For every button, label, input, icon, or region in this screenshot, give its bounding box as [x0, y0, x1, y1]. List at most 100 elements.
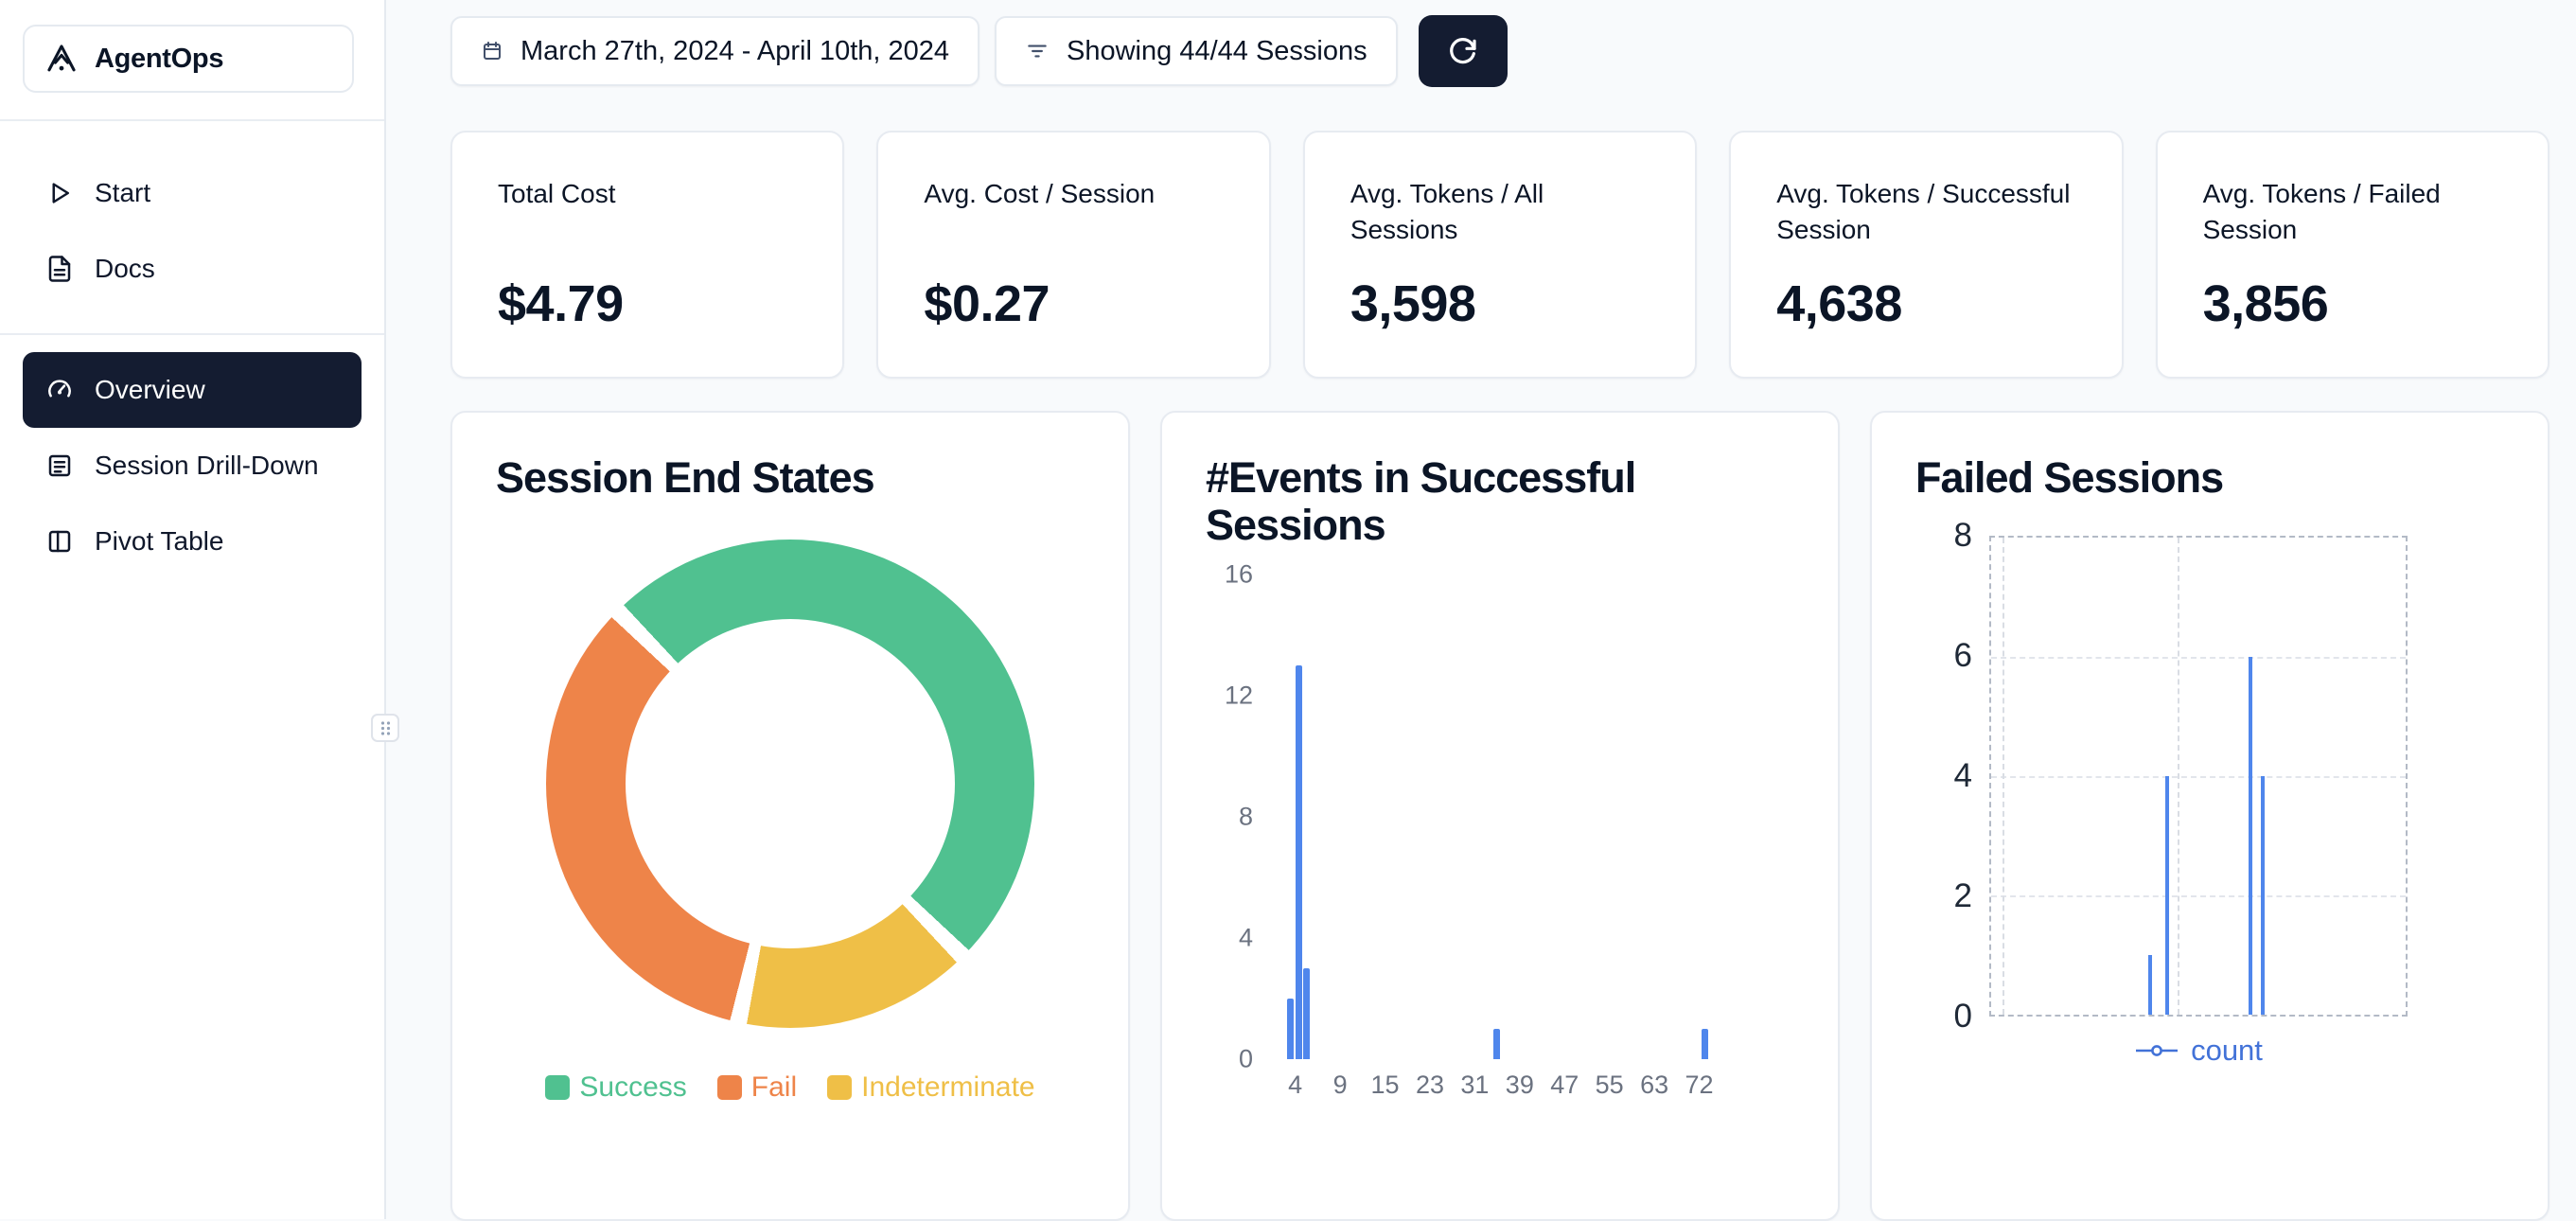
- date-range-label: March 27th, 2024 - April 10th, 2024: [520, 35, 950, 66]
- y-tick-label: 2: [1953, 877, 1972, 915]
- y-tick-label: 0: [1238, 1044, 1253, 1073]
- legend-swatch: [827, 1075, 853, 1101]
- histogram-bar: [1287, 998, 1295, 1059]
- x-tick-label: 63: [1640, 1070, 1669, 1099]
- pivot-icon: [45, 527, 74, 556]
- legend-label: Fail: [750, 1071, 798, 1104]
- sidebar-item-session-drilldown[interactable]: Session Drill-Down: [23, 428, 362, 504]
- failed-legend-label: count: [2191, 1034, 2263, 1068]
- x-tick-label: 47: [1550, 1070, 1579, 1099]
- stat-value: 3,598: [1350, 275, 1476, 332]
- legend-label: Indeterminate: [861, 1071, 1035, 1104]
- sidebar-primary-group: Start Docs: [0, 121, 384, 307]
- x-tick-label: 4: [1288, 1070, 1303, 1099]
- sidebar-item-label: Pivot Table: [95, 526, 224, 556]
- calendar-icon: [481, 40, 503, 62]
- line-marker-icon: [2134, 1044, 2179, 1057]
- session-filter-button[interactable]: Showing 44/44 Sessions: [995, 16, 1398, 86]
- docs-icon: [45, 255, 74, 283]
- y-tick-label: 4: [1238, 923, 1253, 952]
- charts-row: Session End States Success Fail Indeterm…: [450, 411, 2550, 1221]
- stat-card-avg-tokens-success: Avg. Tokens / Successful Session 4,638: [1729, 131, 2124, 379]
- sessions-icon: [45, 451, 74, 480]
- data-spike: [2248, 657, 2252, 1016]
- stat-card-avg-cost: Avg. Cost / Session $0.27: [876, 131, 1271, 379]
- play-icon: [45, 179, 74, 207]
- drag-handle-icon: [379, 720, 392, 736]
- legend-item-fail[interactable]: Fail: [716, 1071, 798, 1104]
- sidebar-item-pivot-table[interactable]: Pivot Table: [23, 504, 362, 579]
- failed-plot-column: count: [1989, 536, 2408, 1068]
- chart-title: #Events in Successful Sessions: [1206, 453, 1636, 550]
- stat-value: 4,638: [1776, 275, 1902, 332]
- stat-value: 3,856: [2202, 275, 2329, 332]
- sidebar-item-label: Overview: [95, 375, 205, 404]
- grid-line: [1991, 657, 2406, 660]
- y-tick-label: 8: [1238, 802, 1253, 831]
- stat-card-total-cost: Total Cost $4.79: [450, 131, 845, 379]
- y-tick-label: 0: [1953, 998, 1972, 1035]
- x-tick-label: 15: [1370, 1070, 1400, 1099]
- sidebar-item-overview[interactable]: Overview: [23, 352, 362, 428]
- main-content: March 27th, 2024 - April 10th, 2024 Show…: [386, 0, 2576, 1221]
- sidebar-item-label: Session Drill-Down: [95, 451, 319, 480]
- sidebar-divider: [0, 333, 384, 335]
- events-chart-card: #Events in Successful Sessions 0 4 8 12 16 4…: [1160, 411, 1840, 1221]
- refresh-button[interactable]: [1418, 15, 1508, 87]
- sidebar-divider: [0, 119, 384, 121]
- y-tick-label: 8: [1953, 517, 1972, 555]
- legend-swatch: [716, 1075, 742, 1101]
- failed-y-axis: 0 2 4 6 8: [1915, 517, 1989, 1035]
- logo-box[interactable]: AgentOps: [23, 25, 354, 93]
- session-end-states-card: Session End States Success Fail Indeterm…: [450, 411, 1130, 1221]
- x-tick-label: 72: [1685, 1070, 1714, 1099]
- events-y-axis: 0 4 8 12 16: [1206, 559, 1266, 1072]
- grid-line: [2003, 538, 2005, 1016]
- stat-card-avg-tokens-failed: Avg. Tokens / Failed Session 3,856: [2155, 131, 2550, 379]
- failed-legend[interactable]: count: [1989, 1034, 2408, 1068]
- stat-label: Avg. Tokens / All Sessions: [1350, 179, 1544, 244]
- sidebar: AgentOps Start Docs: [0, 0, 386, 1219]
- x-tick-label: 39: [1505, 1070, 1534, 1099]
- histogram-bar: [1303, 967, 1311, 1059]
- refresh-icon: [1448, 36, 1478, 66]
- y-tick-label: 12: [1224, 681, 1253, 710]
- agentops-logo-icon: [44, 41, 79, 77]
- topbar: March 27th, 2024 - April 10th, 2024 Show…: [450, 15, 2550, 87]
- stat-card-avg-tokens-all: Avg. Tokens / All Sessions 3,598: [1302, 131, 1698, 379]
- x-tick-label: 9: [1332, 1070, 1348, 1099]
- events-chart: 0 4 8 12 16 4 9 15 23 31 39 47 55 63 72: [1206, 559, 1794, 1108]
- chart-title: Failed Sessions: [1915, 453, 2224, 502]
- data-spike: [2148, 955, 2153, 1016]
- stat-value: $0.27: [924, 275, 1050, 332]
- stat-label: Total Cost: [498, 179, 616, 208]
- session-filter-label: Showing 44/44 Sessions: [1067, 35, 1367, 66]
- sidebar-drag-handle[interactable]: [371, 714, 399, 742]
- stat-label: Avg. Tokens / Successful Session: [1776, 179, 2071, 244]
- x-tick-label: 31: [1460, 1070, 1490, 1099]
- sidebar-item-docs[interactable]: Docs: [23, 231, 362, 307]
- events-x-axis: 4 9 15 23 31 39 47 55 63 72: [1266, 1059, 1794, 1108]
- date-range-button[interactable]: March 27th, 2024 - April 10th, 2024: [450, 16, 980, 86]
- data-spike: [2164, 776, 2169, 1016]
- y-tick-label: 4: [1953, 757, 1972, 795]
- x-tick-label: 55: [1595, 1070, 1624, 1099]
- sidebar-item-label: Docs: [95, 254, 155, 283]
- legend-item-indeterminate[interactable]: Indeterminate: [827, 1071, 1035, 1104]
- app-title: AgentOps: [95, 43, 224, 74]
- sidebar-item-label: Start: [95, 178, 151, 207]
- legend-swatch: [545, 1075, 571, 1101]
- events-plot-area: [1266, 575, 1794, 1059]
- sidebar-nav-group: Overview Session Drill-Down Pivot Table: [0, 335, 384, 579]
- filter-icon: [1025, 39, 1050, 63]
- y-tick-label: 6: [1953, 637, 1972, 675]
- legend-item-success[interactable]: Success: [545, 1071, 687, 1104]
- x-tick-label: 23: [1415, 1070, 1444, 1099]
- grid-line: [2178, 538, 2180, 1016]
- grid-line: [1991, 895, 2406, 898]
- sidebar-item-start[interactable]: Start: [23, 155, 362, 231]
- grid-line: [1991, 776, 2406, 779]
- failed-plot-area: [1989, 536, 2408, 1018]
- legend-label: Success: [579, 1071, 687, 1104]
- y-tick-label: 16: [1224, 559, 1253, 589]
